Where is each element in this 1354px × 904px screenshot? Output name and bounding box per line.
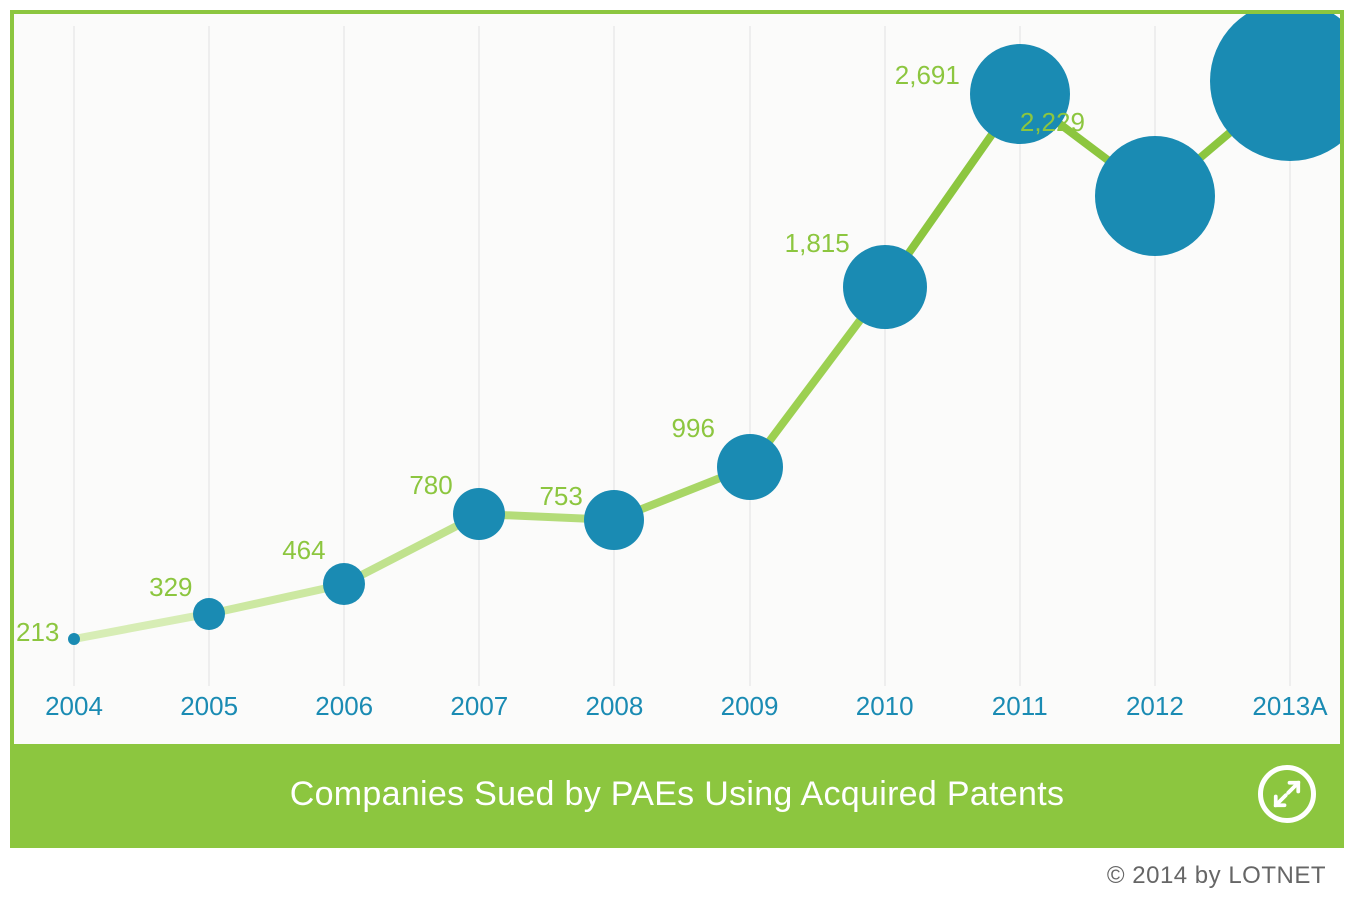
- title-bar: Companies Sued by PAEs Using Acquired Pa…: [14, 744, 1340, 844]
- data-point: [453, 488, 505, 540]
- data-label: 213: [16, 617, 59, 648]
- data-label: 2,229: [1020, 107, 1085, 138]
- gridline: [884, 26, 886, 686]
- data-label: 780: [409, 470, 452, 501]
- data-label: 753: [539, 481, 582, 512]
- data-point: [323, 563, 365, 605]
- data-label: 329: [149, 572, 192, 603]
- gridline: [613, 26, 615, 686]
- x-axis-label: 2009: [721, 691, 779, 722]
- expand-icon[interactable]: [1258, 765, 1316, 823]
- x-axis-label: 2004: [45, 691, 103, 722]
- data-point: [584, 490, 644, 550]
- gridline: [749, 26, 751, 686]
- data-label: 2,691: [895, 60, 960, 91]
- chart-container: 213 2004 329 2005 464 2006 780 2007 753 2008 996 20…: [10, 10, 1344, 848]
- data-point: [1095, 136, 1215, 256]
- gridline: [1154, 26, 1156, 686]
- data-label: 464: [282, 535, 325, 566]
- x-axis-label: 2005: [180, 691, 238, 722]
- data-label: 996: [672, 413, 715, 444]
- x-axis-label: 2008: [586, 691, 644, 722]
- data-point: [68, 633, 80, 645]
- copyright-text: © 2014 by LOTNET: [1107, 862, 1326, 890]
- x-axis-label: 2007: [450, 691, 508, 722]
- x-axis-label: 2010: [856, 691, 914, 722]
- data-point: [843, 245, 927, 329]
- chart-title: Companies Sued by PAEs Using Acquired Pa…: [290, 775, 1065, 814]
- x-axis-label: 2012: [1126, 691, 1184, 722]
- plot-area: 213 2004 329 2005 464 2006 780 2007 753 2008 996 20…: [14, 14, 1340, 744]
- data-point: [1210, 14, 1340, 161]
- gridline: [208, 26, 210, 686]
- gridline: [478, 26, 480, 686]
- x-axis-label: 2011: [992, 691, 1048, 722]
- x-axis-label: 2006: [315, 691, 373, 722]
- line-segment: [73, 610, 210, 643]
- gridline: [73, 26, 75, 686]
- data-point: [193, 598, 225, 630]
- data-label: 1,815: [785, 228, 850, 259]
- x-axis-label: 2013A: [1252, 691, 1327, 722]
- data-point: [717, 434, 783, 500]
